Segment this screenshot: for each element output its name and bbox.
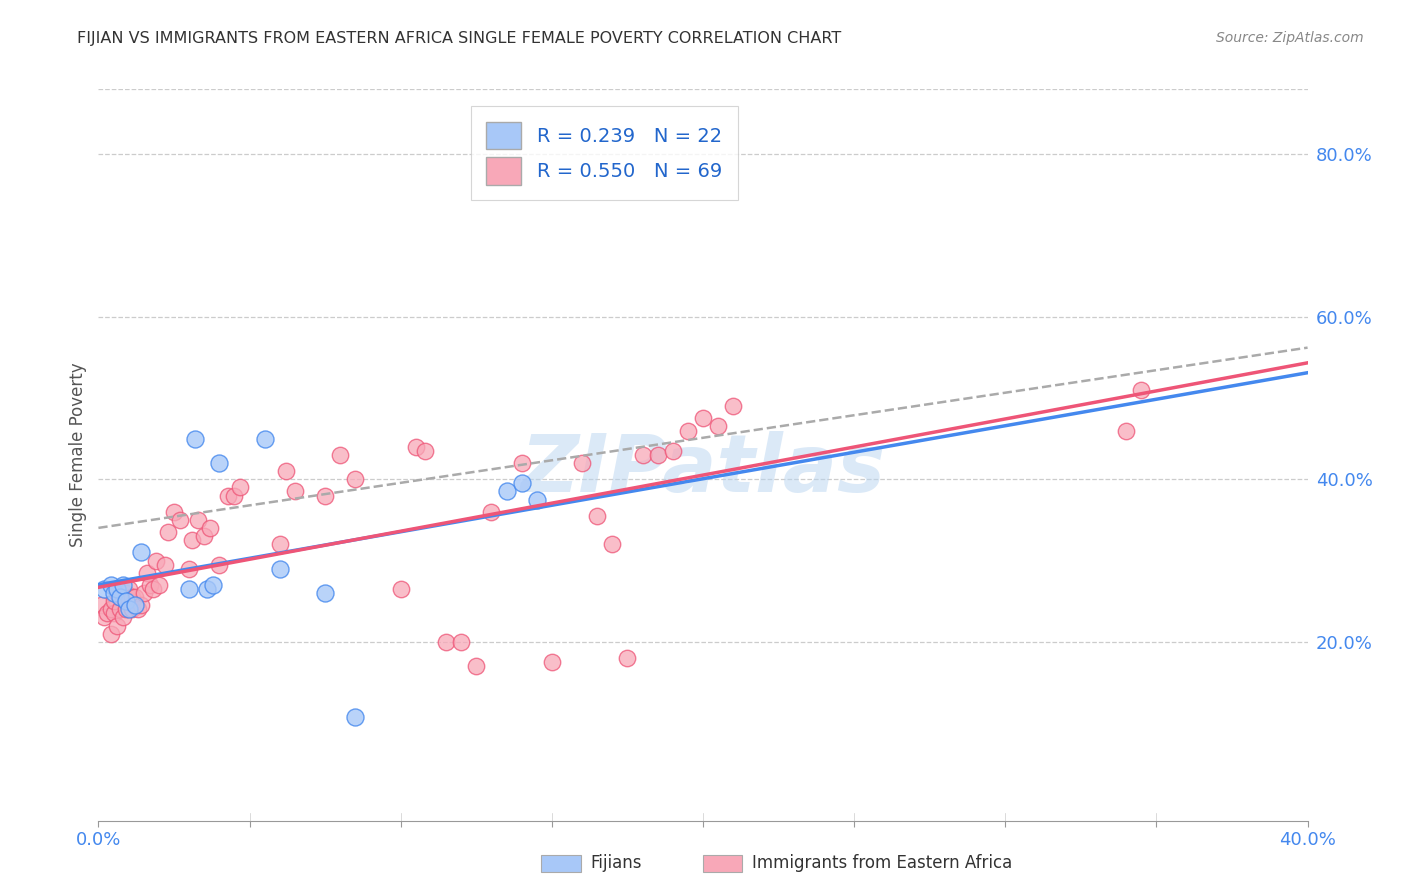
Text: ZIPatlas: ZIPatlas [520,431,886,508]
Point [153,558,176,572]
Point [676,424,699,438]
Point [118,602,141,616]
Point [108,590,131,604]
Point [723,399,745,413]
Point [132,586,155,600]
Point [148,578,170,592]
Point [284,484,307,499]
Point [253,432,276,446]
Point [135,566,157,580]
Point [202,578,225,592]
Point [269,562,291,576]
Point [156,525,179,540]
Point [707,419,730,434]
Point [184,432,207,446]
Point [121,590,143,604]
Point [405,440,427,454]
Point [224,489,246,503]
Point [465,659,488,673]
Point [495,484,517,499]
Point [510,476,533,491]
Point [344,709,367,723]
Point [434,635,457,649]
Point [179,562,201,576]
Point [100,602,122,616]
Point [169,513,191,527]
Point [1130,383,1153,397]
Point [510,456,533,470]
Point [111,610,134,624]
Point [631,448,654,462]
Point [118,582,141,596]
Point [193,529,215,543]
Point [103,594,125,608]
Point [114,602,136,616]
Point [105,586,128,600]
Point [179,582,201,596]
Point [200,521,222,535]
Point [208,558,231,572]
Point [344,472,367,486]
Point [314,489,336,503]
Point [647,448,669,462]
Point [100,626,122,640]
Point [481,505,503,519]
Point [540,655,562,669]
Point [1115,424,1137,438]
Point [692,411,714,425]
Point [105,582,128,596]
Point [526,492,548,507]
Point [139,578,162,592]
Point [129,545,152,559]
Point [181,533,204,548]
Point [329,448,352,462]
Point [269,537,291,551]
Point [100,578,122,592]
Point [187,513,209,527]
Point [571,456,593,470]
Point [229,480,252,494]
Point [586,508,609,523]
Point [114,594,136,608]
Point [274,464,297,478]
Point [661,443,683,458]
Point [103,586,125,600]
Point [103,607,125,621]
Point [217,489,239,503]
Point [111,590,134,604]
Point [124,590,146,604]
Point [114,586,136,600]
Y-axis label: Single Female Poverty: Single Female Poverty [69,363,87,547]
Point [413,443,436,458]
Point [118,594,141,608]
Point [93,582,115,596]
Text: FIJIAN VS IMMIGRANTS FROM EASTERN AFRICA SINGLE FEMALE POVERTY CORRELATION CHART: FIJIAN VS IMMIGRANTS FROM EASTERN AFRICA… [77,31,842,46]
Text: Immigrants from Eastern Africa: Immigrants from Eastern Africa [752,855,1012,872]
Point [145,553,167,567]
Point [208,456,231,470]
Point [108,602,131,616]
Point [129,599,152,613]
Point [108,590,131,604]
Point [105,618,128,632]
Text: Source: ZipAtlas.com: Source: ZipAtlas.com [1216,31,1364,45]
Point [124,599,146,613]
Point [127,602,149,616]
Point [111,578,134,592]
Point [121,602,143,616]
Legend: R = 0.239   N = 22, R = 0.550   N = 69: R = 0.239 N = 22, R = 0.550 N = 69 [471,106,738,200]
Point [195,582,218,596]
Point [616,651,638,665]
Point [389,582,412,596]
Point [96,607,118,621]
Point [314,586,336,600]
Point [142,582,165,596]
Point [450,635,472,649]
Point [602,537,624,551]
Point [90,599,112,613]
Text: Fijians: Fijians [591,855,643,872]
Point [163,505,186,519]
Point [93,610,115,624]
